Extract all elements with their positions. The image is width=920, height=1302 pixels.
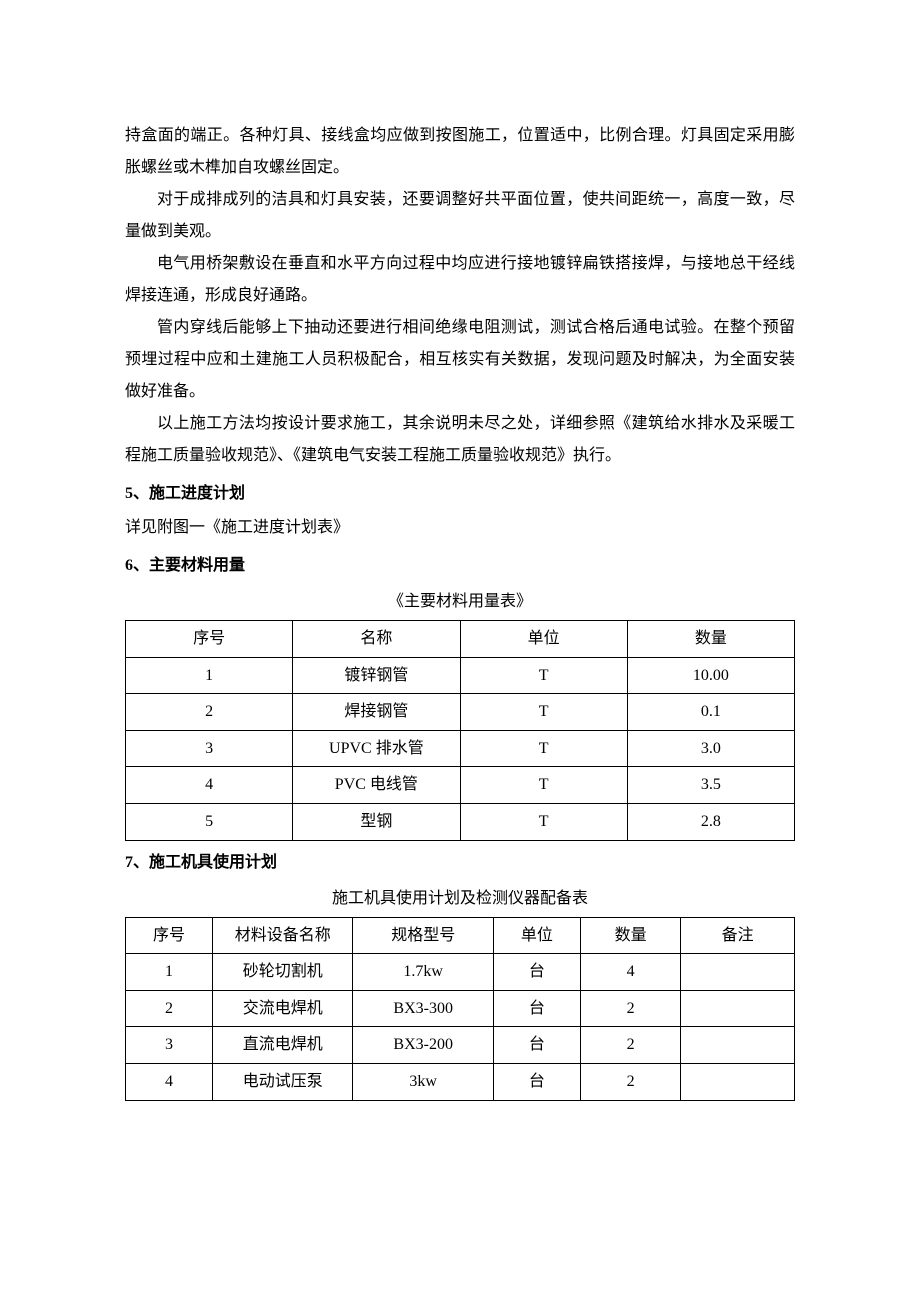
col-qty: 数量: [580, 917, 680, 954]
table-row: 3 直流电焊机 BX3-200 台 2: [126, 1027, 795, 1064]
equipment-table: 序号 材料设备名称 规格型号 单位 数量 备注 1 砂轮切割机 1.7kw 台 …: [125, 917, 795, 1101]
col-name: 名称: [293, 621, 460, 658]
cell: 2.8: [627, 803, 794, 840]
cell: 2: [580, 990, 680, 1027]
cell: 直流电焊机: [212, 1027, 352, 1064]
cell: 1: [126, 657, 293, 694]
paragraph-4: 管内穿线后能够上下抽动还要进行相间绝缘电阻测试，测试合格后通电试验。在整个预留预…: [125, 312, 795, 408]
table1-title: 《主要材料用量表》: [125, 586, 795, 618]
col-seq: 序号: [126, 917, 213, 954]
table-header-row: 序号 名称 单位 数量: [126, 621, 795, 658]
cell: 4: [126, 1063, 213, 1100]
cell: [681, 954, 795, 991]
cell: PVC 电线管: [293, 767, 460, 804]
cell: T: [460, 803, 627, 840]
cell: 4: [126, 767, 293, 804]
heading-5-note: 详见附图一《施工进度计划表》: [125, 512, 795, 544]
col-unit: 单位: [493, 917, 580, 954]
materials-table: 序号 名称 单位 数量 1 镀锌钢管 T 10.00 2 焊接钢管 T 0.1 …: [125, 620, 795, 841]
col-qty: 数量: [627, 621, 794, 658]
cell: 3.0: [627, 730, 794, 767]
cell: 5: [126, 803, 293, 840]
cell: 镀锌钢管: [293, 657, 460, 694]
paragraph-5: 以上施工方法均按设计要求施工，其余说明未尽之处，详细参照《建筑给水排水及采暖工程…: [125, 408, 795, 472]
col-remark: 备注: [681, 917, 795, 954]
table2-title: 施工机具使用计划及检测仪器配备表: [125, 883, 795, 915]
cell: 1.7kw: [353, 954, 493, 991]
table-row: 2 焊接钢管 T 0.1: [126, 694, 795, 731]
cell: [681, 1027, 795, 1064]
cell: 台: [493, 1027, 580, 1064]
cell: 台: [493, 1063, 580, 1100]
col-spec: 规格型号: [353, 917, 493, 954]
cell: 电动试压泵: [212, 1063, 352, 1100]
table-row: 4 电动试压泵 3kw 台 2: [126, 1063, 795, 1100]
cell: [681, 1063, 795, 1100]
cell: 10.00: [627, 657, 794, 694]
heading-7: 7、施工机具使用计划: [125, 847, 795, 879]
cell: 2: [580, 1063, 680, 1100]
cell: T: [460, 767, 627, 804]
cell: 台: [493, 954, 580, 991]
col-unit: 单位: [460, 621, 627, 658]
cell: 0.1: [627, 694, 794, 731]
table-row: 1 砂轮切割机 1.7kw 台 4: [126, 954, 795, 991]
heading-5: 5、施工进度计划: [125, 478, 795, 510]
cell: BX3-200: [353, 1027, 493, 1064]
table-row: 5 型钢 T 2.8: [126, 803, 795, 840]
col-seq: 序号: [126, 621, 293, 658]
cell: UPVC 排水管: [293, 730, 460, 767]
table-row: 1 镀锌钢管 T 10.00: [126, 657, 795, 694]
paragraph-3: 电气用桥架敷设在垂直和水平方向过程中均应进行接地镀锌扁铁搭接焊，与接地总干经线焊…: [125, 248, 795, 312]
cell: 2: [126, 990, 213, 1027]
col-equip: 材料设备名称: [212, 917, 352, 954]
cell: 2: [126, 694, 293, 731]
cell: 3: [126, 1027, 213, 1064]
cell: T: [460, 694, 627, 731]
cell: 型钢: [293, 803, 460, 840]
cell: T: [460, 657, 627, 694]
cell: 砂轮切割机: [212, 954, 352, 991]
table-row: 4 PVC 电线管 T 3.5: [126, 767, 795, 804]
cell: 3kw: [353, 1063, 493, 1100]
cell: BX3-300: [353, 990, 493, 1027]
paragraph-1: 持盒面的端正。各种灯具、接线盒均应做到按图施工，位置适中，比例合理。灯具固定采用…: [125, 120, 795, 184]
cell: 3: [126, 730, 293, 767]
cell: T: [460, 730, 627, 767]
cell: 1: [126, 954, 213, 991]
table-row: 3 UPVC 排水管 T 3.0: [126, 730, 795, 767]
cell: 台: [493, 990, 580, 1027]
cell: [681, 990, 795, 1027]
cell: 4: [580, 954, 680, 991]
cell: 3.5: [627, 767, 794, 804]
table-row: 2 交流电焊机 BX3-300 台 2: [126, 990, 795, 1027]
cell: 2: [580, 1027, 680, 1064]
cell: 焊接钢管: [293, 694, 460, 731]
table-header-row: 序号 材料设备名称 规格型号 单位 数量 备注: [126, 917, 795, 954]
cell: 交流电焊机: [212, 990, 352, 1027]
heading-6: 6、主要材料用量: [125, 550, 795, 582]
paragraph-2: 对于成排成列的洁具和灯具安装，还要调整好共平面位置，使共间距统一，高度一致，尽量…: [125, 184, 795, 248]
